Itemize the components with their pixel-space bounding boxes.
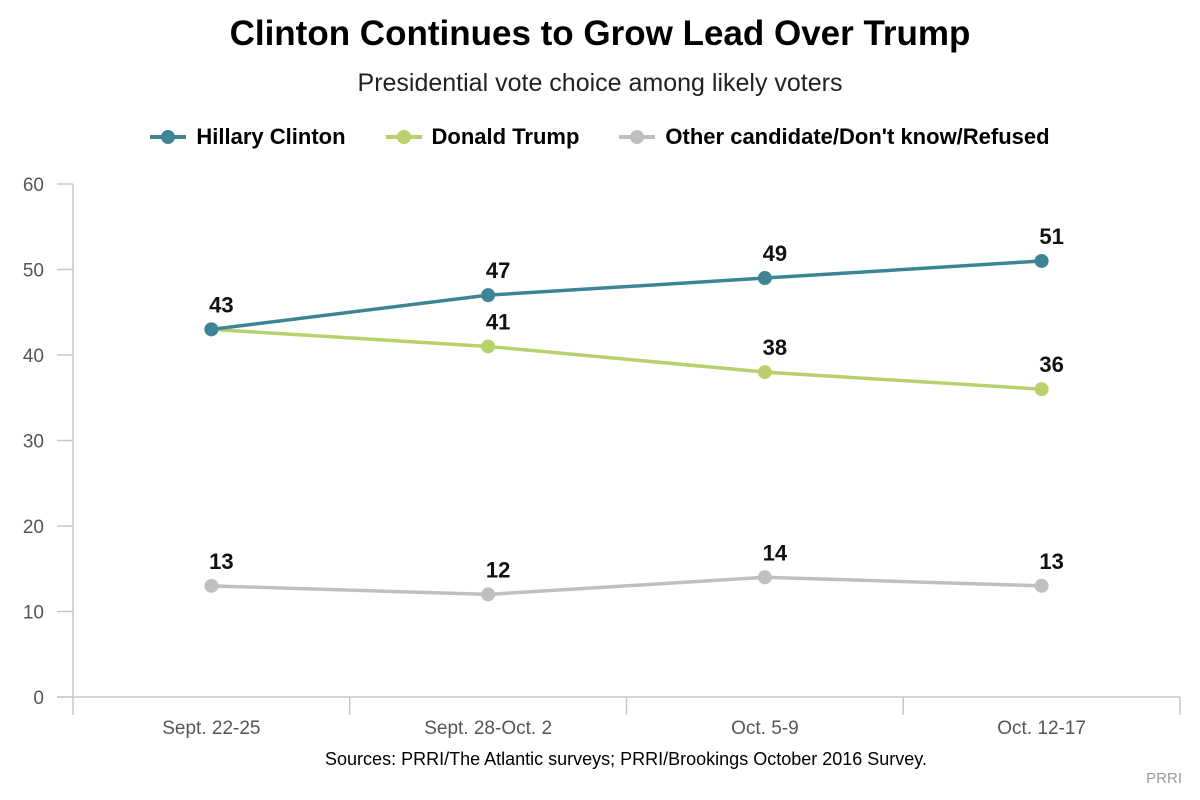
data-point-s1-1: [481, 339, 496, 354]
legend-item-other: Other candidate/Don't know/Refused: [619, 124, 1050, 150]
series-line-2: [211, 575, 1042, 597]
data-label-s2-2: 14: [763, 540, 788, 565]
chart-title: Clinton Continues to Grow Lead Over Trum…: [229, 14, 971, 53]
x-tick-label-2: Oct. 5-9: [731, 718, 799, 739]
x-tick-label-1: Sept. 28-Oct. 2: [424, 718, 552, 739]
legend-label-clinton: Hillary Clinton: [196, 124, 346, 149]
data-label-s1-3: 36: [1039, 352, 1063, 377]
data-label-s1-2: 38: [763, 335, 787, 360]
data-label-s2-3: 13: [1039, 549, 1063, 574]
data-label-s0-0: 43: [209, 292, 233, 317]
data-label-s0-2: 49: [763, 241, 787, 266]
data-point-s0-3: [1034, 253, 1049, 268]
source-note: Sources: PRRI/The Atlantic surveys; PRRI…: [325, 749, 927, 769]
data-point-s0-1: [481, 288, 496, 303]
data-point-s1-3: [1034, 382, 1049, 397]
data-label-s2-0: 13: [209, 549, 233, 574]
x-tick-label-0: Sept. 22-25: [162, 718, 260, 739]
data-label-s1-1: 41: [486, 309, 510, 334]
data-point-s0-2: [757, 271, 772, 286]
data-point-s1-2: [757, 365, 772, 380]
y-tick-label-40: 40: [23, 346, 44, 367]
x-tick-label-3: Oct. 12-17: [997, 718, 1086, 739]
y-tick-label-0: 0: [33, 688, 44, 709]
data-point-s2-3: [1034, 578, 1049, 593]
legend: Hillary Clinton Donald Trump Other candi…: [0, 124, 1200, 150]
data-point-s0-0: [204, 322, 219, 337]
legend-marker-other: [619, 130, 656, 144]
series-line-1: [211, 327, 1042, 391]
data-point-s2-2: [757, 570, 772, 585]
data-label-s2-1: 12: [486, 557, 510, 582]
data-label-s0-3: 51: [1039, 224, 1063, 249]
legend-marker-trump: [385, 130, 422, 144]
y-tick-label-60: 60: [23, 175, 44, 196]
y-tick-label-50: 50: [23, 261, 44, 282]
brand-logo-text: PRRI: [1146, 770, 1182, 787]
y-tick-label-30: 30: [23, 432, 44, 453]
y-tick-label-20: 20: [23, 517, 44, 538]
data-point-s2-0: [204, 578, 219, 593]
legend-item-clinton: Hillary Clinton: [150, 124, 346, 150]
legend-label-other: Other candidate/Don't know/Refused: [665, 124, 1050, 149]
legend-item-trump: Donald Trump: [385, 124, 580, 150]
chart-subtitle: Presidential vote choice among likely vo…: [357, 69, 843, 97]
legend-marker-clinton: [150, 130, 187, 144]
legend-label-trump: Donald Trump: [431, 124, 580, 149]
series-line-0: [211, 259, 1042, 332]
data-label-s0-1: 47: [486, 258, 510, 283]
data-point-s2-1: [481, 587, 496, 602]
y-tick-label-10: 10: [23, 603, 44, 624]
